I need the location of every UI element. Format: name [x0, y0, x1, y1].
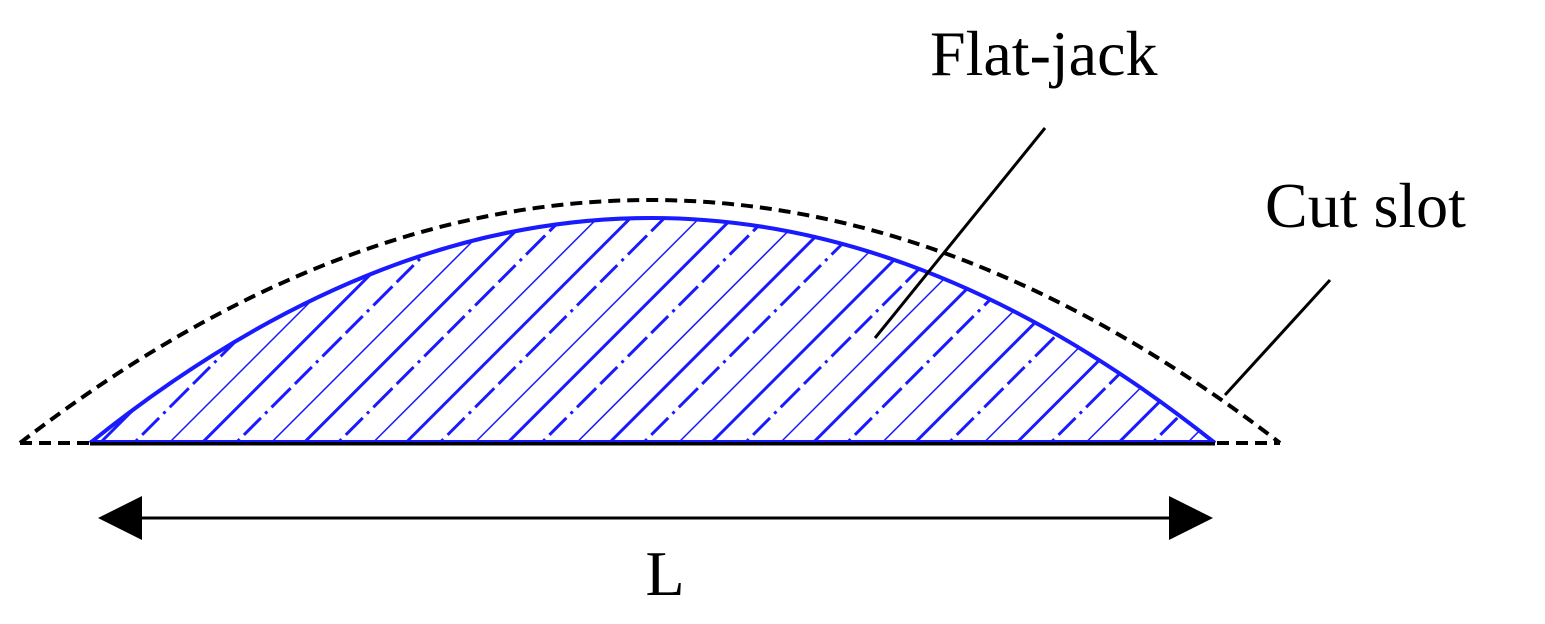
- flat-jack-label: Flat-jack: [930, 18, 1157, 89]
- flat-jack-hatch: [90, 218, 1215, 443]
- flat-jack-outline: [88, 216, 1217, 445]
- leader-line: [1223, 278, 1332, 397]
- leader-line: [873, 127, 1047, 339]
- length-label: L: [645, 538, 684, 609]
- arrowhead: [98, 496, 142, 540]
- arrowhead: [1169, 496, 1213, 540]
- cut-slot-label: Cut slot: [1265, 170, 1466, 241]
- cut-slot-outline: [18, 198, 1282, 445]
